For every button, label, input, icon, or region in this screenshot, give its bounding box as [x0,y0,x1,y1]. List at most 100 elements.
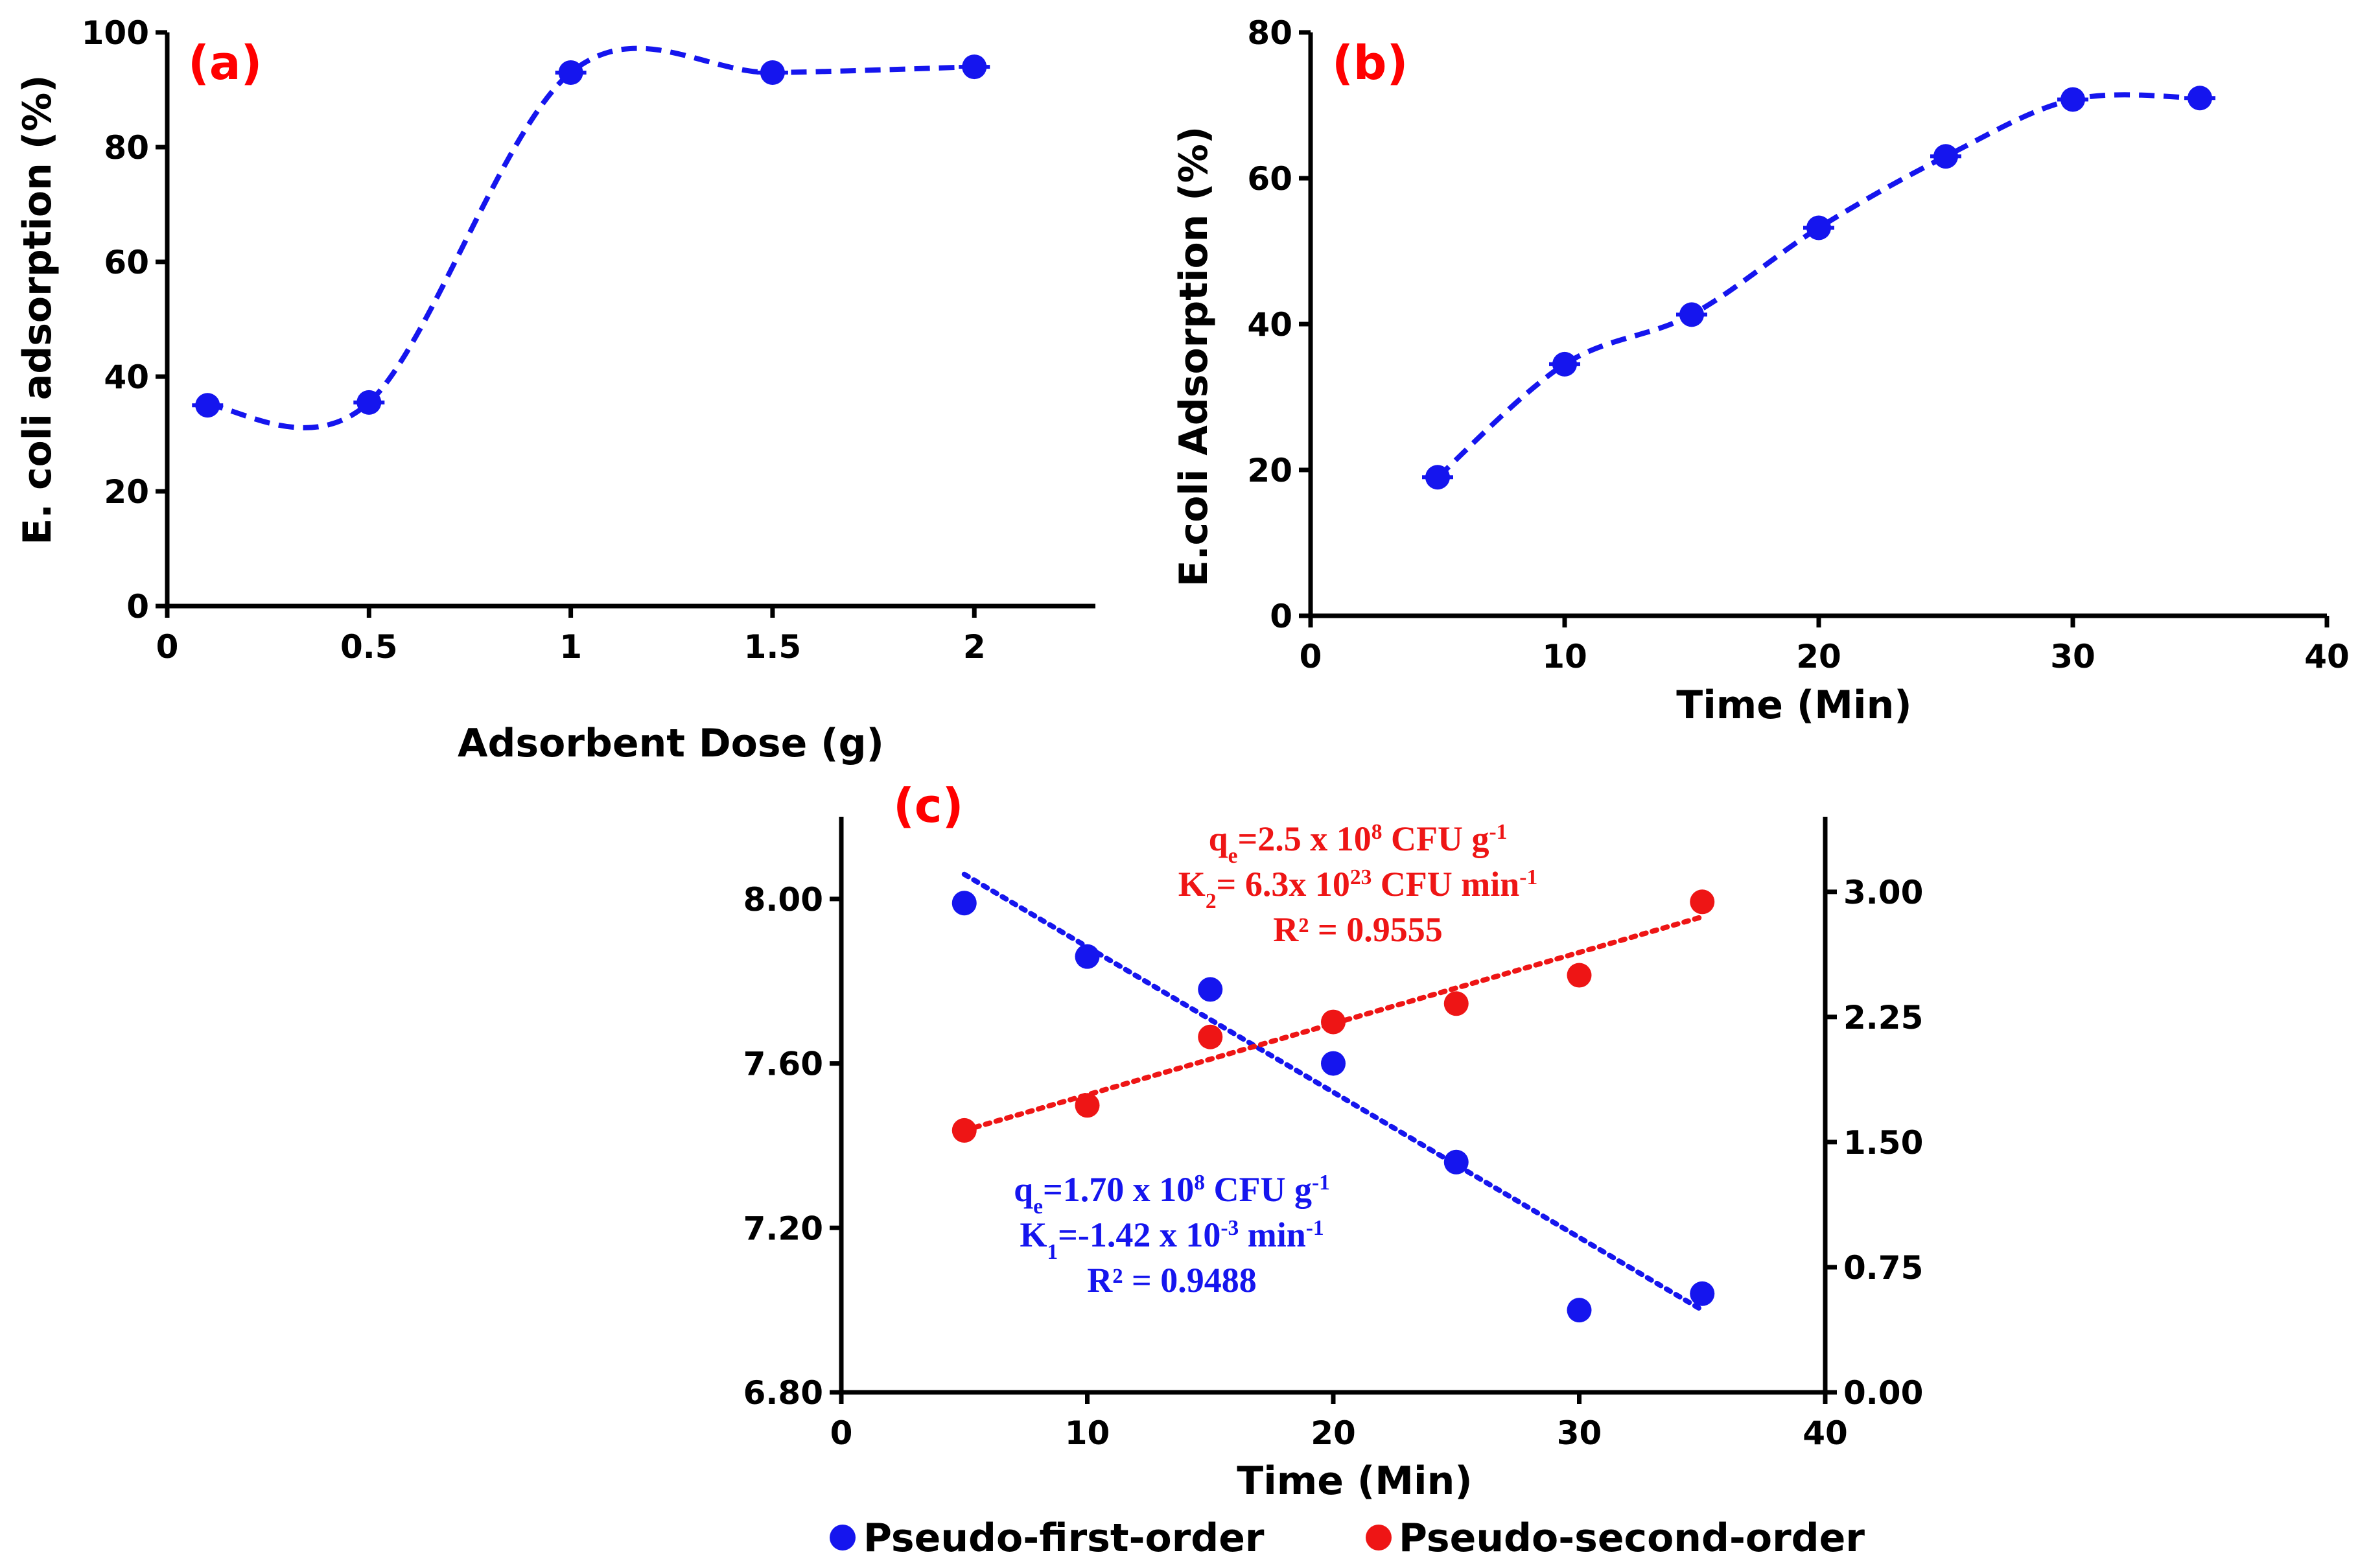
panel-a-y-tick-label: 0 [126,588,149,626]
pseudo-first-order-annotation: qe=1.70 x 108 CFU g-1K1=-1.42 x 10-3 min… [1014,1170,1330,1300]
panel-b-x-axis-title: Time (Min) [1676,683,1911,728]
panel-a-data-point [356,390,382,415]
panel-a-y-tick-label: 20 [104,473,149,511]
pseudo-second-order-data-point [951,1117,977,1143]
pseudo-second-order-annotation-line-part: -1 [1519,865,1537,889]
panel-a-data-point [195,393,220,418]
pseudo-second-order-data-point [1198,1024,1223,1049]
pseudo-second-order-annotation-line-part: 2 [1206,889,1217,913]
pseudo-first-order-annotation-line-part: q [1014,1170,1033,1209]
pseudo-second-order-annotation-line-part: CFU g [1383,819,1489,858]
pseudo-first-order-annotation-line-part: R² = 0.9488 [1087,1261,1256,1300]
panel-b-y-tick-label: 20 [1247,452,1292,489]
pseudo-first-order-data-point [1690,1281,1715,1306]
panel-b-y-tick-label: 60 [1247,160,1292,198]
panel-a-series-line [207,45,975,430]
pseudo-second-order-annotation-line-part: R² = 0.9555 [1273,910,1442,949]
panel-b-x-tick-label: 20 [1796,638,1841,675]
pseudo-first-order-annotation-line-part: CFU g [1205,1170,1312,1209]
pseudo-first-order-annotation-line-part: 8 [1194,1171,1205,1195]
panel-c-x-tick-label: 20 [1311,1414,1356,1452]
panel-b-data-point [1679,302,1704,327]
pseudo-second-order-annotation: qe=2.5 x 108 CFU g-1K2= 6.3x 1023 CFU mi… [1178,819,1537,949]
panel-c-left-y-tick-label: 6.80 [743,1374,823,1412]
pseudo-first-order-annotation-line-part: -3 [1220,1216,1239,1240]
pseudo-first-order-annotation-line: qe=1.70 x 108 CFU g-1 [1014,1170,1330,1219]
panel-b-y-axis-title: E.coli Adsorption (%) [1171,126,1217,587]
panel-c-marks: 0 10 20 30 40 6.80 7.20 7.60 8.00 0.00 0.75 1.50 2.2… [743,817,1923,1452]
pseudo-second-order-annotation-line-part: 23 [1350,865,1372,889]
pseudo-second-order-annotation-line-part: = 6.3x 10 [1217,865,1350,904]
pseudo-first-order-annotation-line-part: -1 [1306,1216,1324,1240]
panel-a-x-tick-label: 2 [963,628,986,666]
panel-b: 0 10 20 30 40 0 20 40 60 80 (b) Time (Min) E.coli… [1171,14,2350,728]
panel-c-left-y-tick-label: 7.20 [743,1210,823,1247]
panel-c-x-axis-title: Time (Min) [1237,1458,1472,1504]
panel-c-right-y-tick-label: 0.75 [1843,1249,1923,1287]
panel-b-x-tick-label: 0 [1300,638,1322,675]
pseudo-second-order-data-point [1321,1009,1346,1035]
panel-c-x-tick-label: 0 [830,1414,853,1452]
panel-b-data-point [1933,144,1958,169]
panel-b-x-tick-label: 30 [2050,638,2095,675]
pseudo-second-order-annotation-line-part: 8 [1372,820,1383,844]
pseudo-first-order-annotation-line-part: =1.70 x 10 [1043,1170,1194,1209]
panel-b-marks: 0 10 20 30 40 0 20 40 60 80 [1247,14,2349,675]
panel-b-y-tick-label: 80 [1247,14,1292,52]
panel-b-x-tick-label: 10 [1542,638,1587,675]
pseudo-second-order-annotation-line: K2= 6.3x 1023 CFU min-1 [1178,865,1537,913]
panel-b-data-point [2188,86,2212,111]
pseudo-second-order-annotation-line-part: CFU min [1372,865,1519,904]
pseudo-first-order-annotation-line: R² = 0.9488 [1087,1261,1256,1300]
panel-b-y-tick-label: 0 [1270,598,1292,635]
panel-a-y-tick-label: 60 [104,244,149,281]
pseudo-first-order-annotation-line-part: =-1.42 x 10 [1058,1215,1220,1254]
pseudo-first-order-annotation-line: K1=-1.42 x 10-3 min-1 [1020,1215,1324,1264]
pseudo-second-order-data-point [1690,889,1715,915]
panel-c-x-tick-label: 30 [1557,1414,1602,1452]
panel-a-data-point [558,60,583,85]
pseudo-first-order-data-point [1321,1051,1346,1076]
panel-a-x-tick-label: 0.5 [340,628,398,666]
pseudo-first-order-data-point [1075,944,1100,969]
pseudo-first-order-data-point [1567,1298,1592,1323]
pseudo-second-order-annotation-line-part: =2.5 x 10 [1238,819,1372,858]
pseudo-first-order-annotation-line-part: K [1020,1215,1047,1254]
panel-a-y-tick-label: 80 [104,129,149,167]
pseudo-first-order-annotation-line-part: -1 [1312,1171,1330,1195]
legend-marker-pseudo-first-order [830,1525,856,1550]
pseudo-second-order-annotation-line-part: q [1209,819,1228,858]
panel-c-left-y-tick-label: 8.00 [743,881,823,919]
pseudo-second-order-annotation-line-part: e [1228,844,1238,868]
legend: Pseudo-first-order Pseudo-second-order [830,1515,1865,1561]
panel-a-x-tick-label: 1.5 [744,628,802,666]
pseudo-first-order-annotation-line-part: min [1239,1215,1306,1254]
legend-label-pseudo-first-order: Pseudo-first-order [863,1515,1265,1561]
panel-a-y-tick-label: 100 [82,14,149,52]
pseudo-second-order-data-point [1567,963,1592,988]
legend-marker-pseudo-second-order [1366,1525,1392,1550]
panel-a-x-tick-label: 1 [559,628,582,666]
panel-c-right-y-tick-label: 2.25 [1843,999,1923,1036]
panel-b-data-point [1425,465,1450,490]
pseudo-first-order-annotation-line-part: 1 [1047,1240,1058,1264]
panel-a-y-tick-label: 40 [104,358,149,396]
pseudo-first-order-annotation-line-part: e [1033,1195,1043,1219]
pseudo-second-order-annotation-line: R² = 0.9555 [1273,910,1442,949]
panel-c-right-y-tick-label: 1.50 [1843,1124,1923,1162]
panel-a-data-point [760,60,785,85]
panel-a-x-tick-label: 0 [156,628,179,666]
pseudo-first-order-data-point [951,891,977,916]
panel-a-data-point [962,54,987,80]
panel-b-y-tick-label: 40 [1247,306,1292,344]
panel-c: 0 10 20 30 40 6.80 7.20 7.60 8.00 0.00 0.75 1.50 2.2… [743,778,1924,1504]
panel-a-y-axis-title: E. coli adsorption (%) [15,75,60,544]
legend-label-pseudo-second-order: Pseudo-second-order [1399,1515,1865,1561]
pseudo-second-order-annotation-line-part: K [1178,865,1206,904]
pseudo-second-order-data-point [1443,991,1469,1016]
pseudo-second-order-data-point [1075,1093,1100,1118]
panel-b-data-point [1552,351,1577,377]
